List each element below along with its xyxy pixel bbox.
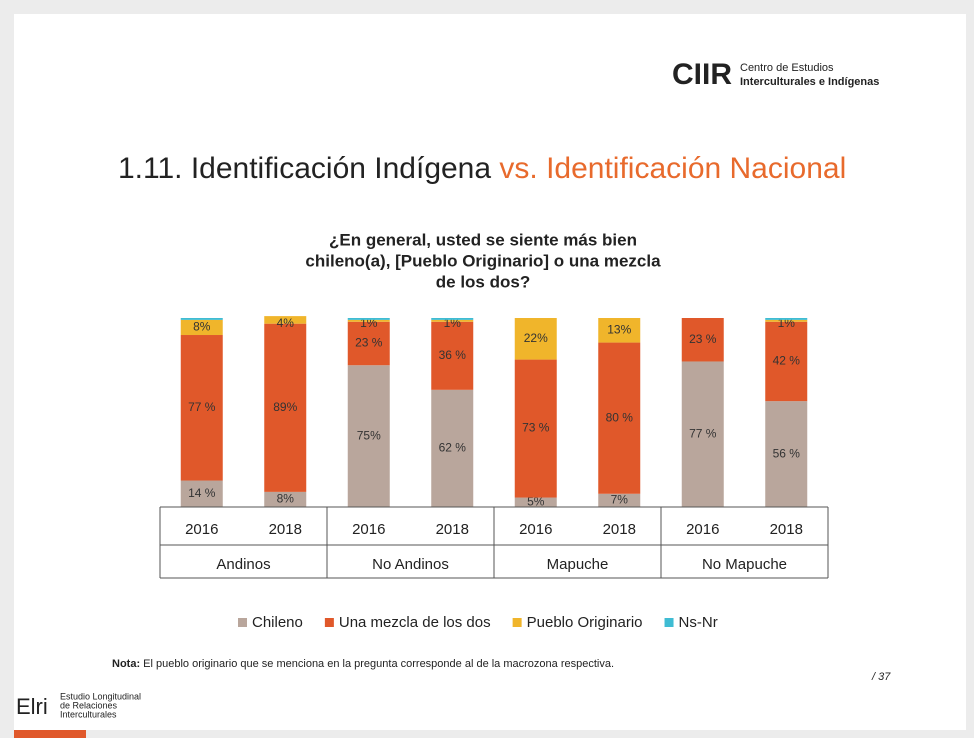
x-tick-label: 2018	[269, 521, 302, 538]
slide-title-part: vs. Identificación Nacional	[499, 152, 846, 185]
value-label: 13%	[607, 322, 631, 336]
value-label: 23 %	[689, 332, 717, 346]
footer-logo-text: Interculturales	[60, 709, 117, 719]
x-tick-label: 2018	[770, 521, 803, 538]
footer-logo-text: Estudio Longitudinal	[60, 691, 141, 701]
x-tick-label: 2016	[352, 521, 385, 538]
header-logo: CIIR	[672, 58, 732, 91]
x-tick-label: 2016	[519, 521, 552, 538]
footer-accent	[14, 730, 86, 738]
value-label: 22%	[524, 331, 548, 345]
value-label: 7%	[611, 493, 629, 507]
value-label: 42 %	[773, 354, 801, 368]
value-label: 8%	[193, 320, 211, 334]
header-logo-text: Centro de Estudios	[740, 62, 834, 74]
bar-segment	[264, 491, 307, 507]
bar-segment	[765, 319, 808, 322]
value-label: 5%	[527, 494, 545, 508]
bar-segment	[598, 318, 641, 343]
chart-title: de los dos?	[436, 272, 530, 291]
bar-segment	[347, 365, 390, 507]
bar-segment	[765, 318, 808, 320]
legend-label: Una mezcla de los dos	[339, 614, 491, 631]
bar-segment	[514, 497, 557, 507]
x-tick-label: 2016	[185, 521, 218, 538]
bar-segment	[514, 318, 557, 360]
legend-swatch	[664, 618, 674, 627]
value-label: 73 %	[522, 421, 550, 435]
slide-background	[14, 14, 966, 730]
chart-title: ¿En general, usted se siente más bien	[329, 230, 637, 249]
bar-segment	[180, 480, 223, 507]
value-label: 62 %	[439, 441, 467, 455]
bar-segment	[347, 319, 390, 322]
bar-segment	[264, 323, 307, 492]
value-label: 77 %	[689, 426, 717, 440]
bar-segment	[765, 321, 808, 402]
x-tick-label: 2016	[686, 521, 719, 538]
value-label: 77 %	[188, 400, 216, 414]
footer-logo: Elri	[16, 694, 48, 719]
value-label: 4%	[277, 316, 295, 330]
legend-swatch	[324, 618, 334, 627]
bar-segment	[180, 318, 223, 320]
bar-segment	[514, 359, 557, 498]
header-logo-text: Interculturales e Indígenas	[740, 76, 879, 88]
x-tick-label: 2018	[436, 521, 469, 538]
note: Nota: El pueblo originario que se mencio…	[112, 658, 614, 670]
bar-segment	[598, 493, 641, 507]
legend-label: Ns-Nr	[679, 614, 718, 631]
value-label: 75%	[357, 428, 381, 442]
bar-segment	[347, 318, 390, 320]
bar-segment	[180, 319, 223, 336]
page-number: / 37	[871, 671, 891, 683]
bar-segment	[431, 389, 474, 507]
value-label: 36 %	[439, 348, 467, 362]
legend-swatch	[238, 618, 247, 627]
legend-label: Pueblo Originario	[527, 614, 643, 631]
bar-segment	[598, 342, 641, 494]
value-label: 56 %	[773, 446, 801, 460]
value-label: 23 %	[355, 336, 383, 350]
value-label: 8%	[277, 492, 295, 506]
value-label: 14 %	[188, 486, 216, 500]
note-text: El pueblo originario que se menciona en …	[143, 658, 614, 670]
group-label: Andinos	[216, 556, 270, 573]
bar-segment	[431, 318, 474, 320]
legend-label: Chileno	[252, 614, 303, 631]
chart-title: chileno(a), [Pueblo Originario] o una me…	[305, 251, 661, 270]
x-tick-label: 2018	[603, 521, 636, 538]
bar-segment	[765, 401, 808, 507]
bar-segment	[431, 319, 474, 322]
value-label: 80 %	[606, 410, 634, 424]
slide-title-part: 1.11. Identificación Indígena	[118, 152, 491, 185]
legend-swatch	[512, 618, 522, 627]
group-label: No Mapuche	[702, 556, 787, 573]
group-label: Mapuche	[547, 556, 609, 573]
bar-segment	[681, 361, 724, 507]
footer-logo-text: de Relaciones	[60, 700, 118, 710]
slide-title: 1.11. Identificación Indígena vs. Identi…	[118, 152, 846, 185]
bar-segment	[431, 321, 474, 390]
group-label: No Andinos	[372, 556, 449, 573]
bar-segment	[264, 316, 307, 324]
bar-segment	[681, 318, 724, 362]
value-label: 89%	[273, 400, 297, 414]
bar-segment	[180, 335, 223, 481]
note-label: Nota:	[112, 658, 140, 670]
bar-segment	[347, 321, 390, 366]
